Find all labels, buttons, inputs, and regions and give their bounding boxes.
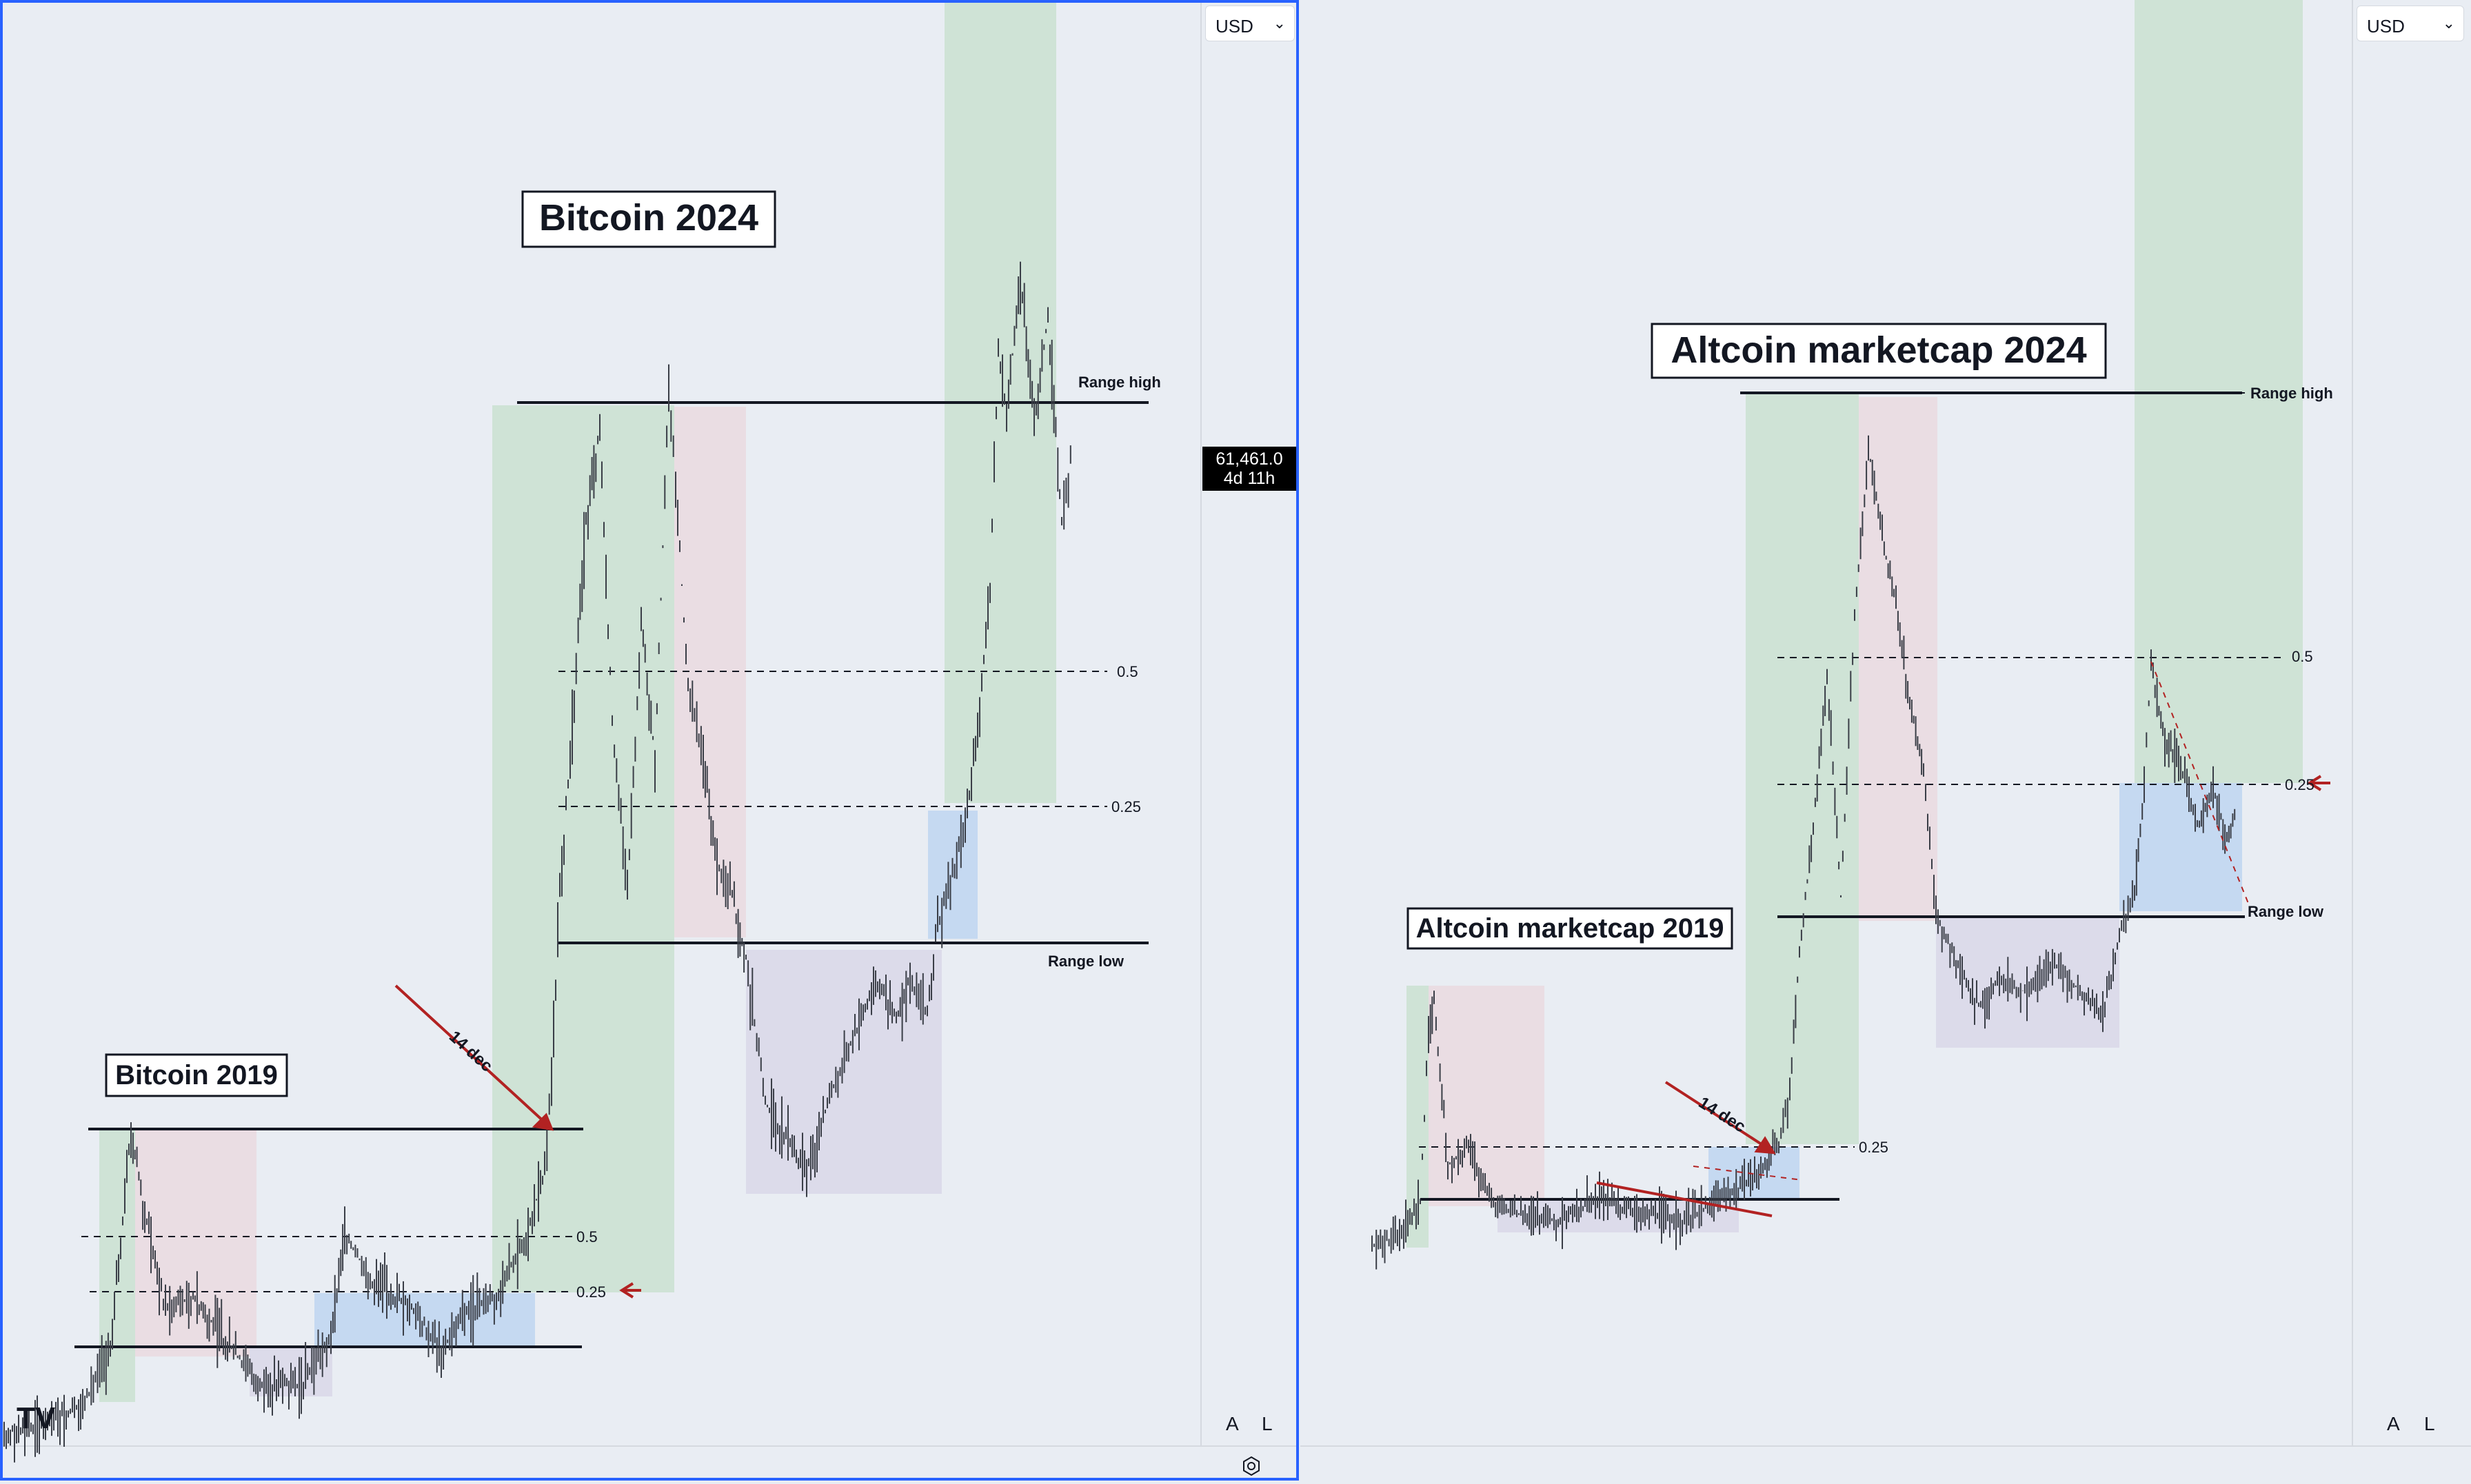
arrow-14dec-head [1754, 1136, 1776, 1155]
right-levels [1419, 392, 2286, 1201]
arrow-14dec-line [394, 984, 547, 1125]
title-box-altcoin-2019 [1406, 907, 1733, 950]
right-price-series [1371, 435, 2236, 1270]
label-fib-025: 0.25 [1111, 798, 1141, 815]
left-auto-scale-button[interactable]: A [1226, 1413, 1239, 1434]
label-fib-05-2019: 0.5 [576, 1228, 598, 1246]
title-box-bitcoin-2019 [105, 1053, 288, 1097]
trendline-2019 [1596, 1181, 1773, 1217]
label-fib-025-2019: 0.25 [1859, 1139, 1888, 1156]
chevron-down-icon: ⌄ [1273, 14, 1286, 32]
trendline-2024 [2150, 661, 2251, 909]
label-fib-025: 0.25 [2285, 776, 2314, 793]
left-log-scale-button[interactable]: L [1262, 1413, 1273, 1434]
title-altcoin-2019: Altcoin marketcap 2019 [1416, 913, 1724, 944]
left-candles [0, 261, 1071, 1463]
right-currency-value: USD [2367, 16, 2405, 37]
right-auto-scale-button[interactable]: A [2387, 1413, 2400, 1434]
label-fib-025-2019: 0.25 [576, 1283, 606, 1301]
title-box-bitcoin-2024 [521, 190, 776, 248]
arrow-14dec-head [532, 1112, 554, 1131]
right-labels: Altcoin marketcap 2024 Altcoin marketcap… [1406, 323, 2333, 1156]
gear-icon[interactable] [1241, 1456, 1262, 1476]
left-currency-value: USD [1216, 16, 1253, 37]
right-currency-select[interactable]: USD ⌄ [2357, 6, 2464, 41]
arrow-025-head [619, 1282, 634, 1299]
chevron-down-icon: ⌄ [2442, 14, 2455, 32]
arrow-025-head [2307, 775, 2322, 791]
settings-glyph [1243, 1456, 1260, 1476]
label-range-high: Range high [2250, 385, 2333, 402]
title-bitcoin-2019: Bitcoin 2019 [115, 1060, 278, 1090]
zone-red-2019 [135, 1129, 256, 1356]
left-labels: Bitcoin 2024 Bitcoin 2019 Range high Ran… [17, 190, 1161, 1435]
right-candles [1371, 435, 2236, 1270]
trendline-2019-dashed [1693, 1166, 1803, 1181]
label-range-low: Range low [2248, 903, 2324, 920]
last-price-value: 61,461.0 [1216, 449, 1283, 469]
left-price-series [0, 261, 1071, 1463]
active-pane-border [0, 0, 1299, 1481]
bar-countdown: 4d 11h [1223, 469, 1275, 488]
right-log-scale-button[interactable]: L [2424, 1413, 2435, 1434]
zone-green-2024-left [492, 405, 674, 1292]
last-price-tag: 61,461.0 4d 11h [1202, 447, 1296, 491]
right-arrows [1596, 661, 2330, 1217]
left-levels [74, 401, 1149, 1348]
title-altcoin-2024: Altcoin marketcap 2024 [1671, 329, 2086, 371]
zone-blue-2024 [2119, 783, 2242, 911]
left-currency-select[interactable]: USD ⌄ [1205, 6, 1295, 41]
label-range-low: Range low [1048, 953, 1124, 970]
zone-red-2019 [1429, 986, 1544, 1206]
title-bitcoin-2024: Bitcoin 2024 [539, 197, 758, 238]
tradingview-logo: TV [17, 1401, 56, 1435]
left-chart-pane[interactable]: Bitcoin 2024 Bitcoin 2019 Range high Ran… [0, 0, 1299, 1463]
left-arrows [394, 984, 641, 1299]
label-fib-05: 0.5 [1117, 663, 1138, 680]
label-fib-05: 0.5 [2292, 648, 2313, 665]
right-chart-pane[interactable]: Altcoin marketcap 2024 Altcoin marketcap… [1300, 0, 2471, 1447]
title-box-altcoin-2024 [1651, 323, 2107, 379]
label-range-high: Range high [1078, 374, 1161, 391]
arrow-14dec-line [1664, 1081, 1769, 1150]
zone-red-2024 [1859, 397, 1937, 921]
zone-green-2024-left [1746, 393, 1859, 1144]
